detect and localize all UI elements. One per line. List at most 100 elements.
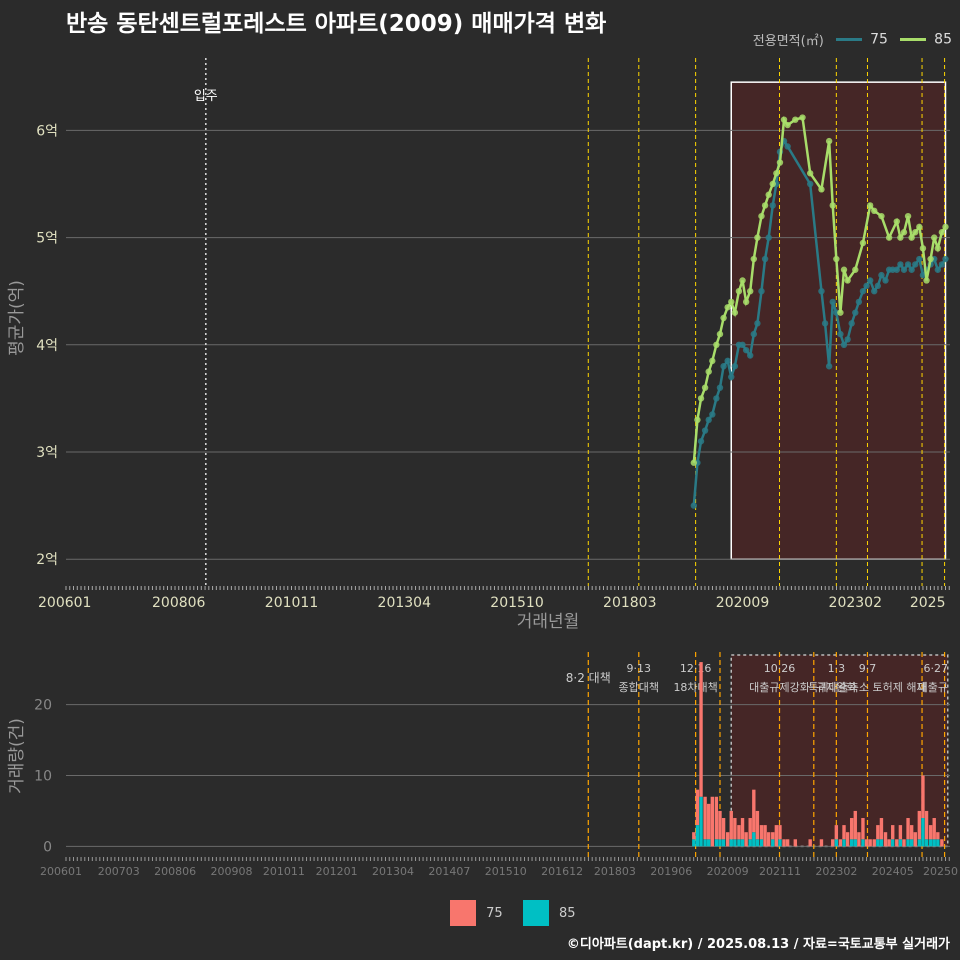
data-point-75 <box>701 427 709 434</box>
data-point-85 <box>897 234 904 241</box>
x-tick-label-volume: 201407 <box>428 865 470 878</box>
data-point-85 <box>720 314 727 322</box>
data-point-75 <box>840 341 848 348</box>
bar-75 <box>718 810 722 840</box>
bar-85 <box>699 796 703 847</box>
source-caption: ©디아파트(dapt.kr) / 2025.08.13 / 자료=국토교통부 실… <box>566 937 950 952</box>
policy-label-date: 9·13 <box>627 662 652 675</box>
bar-85 <box>718 839 722 847</box>
bar-legend-swatch-75 <box>450 900 476 926</box>
policy-label-name: 특례대출축소 토허제 해제 <box>808 680 926 694</box>
data-point-85 <box>829 202 836 209</box>
data-point-85 <box>840 266 848 273</box>
bar-85 <box>759 839 764 847</box>
y-tick-label: 5억 <box>36 231 58 247</box>
bar-75 <box>785 839 790 847</box>
data-point-75 <box>844 336 851 343</box>
bar-75 <box>766 832 771 847</box>
y-tick-label-volume: 0 <box>43 839 52 855</box>
bar-75 <box>921 775 925 819</box>
bar-85 <box>692 839 696 847</box>
bar-75 <box>879 818 884 840</box>
bar-85 <box>729 839 733 847</box>
bar-75 <box>763 825 767 847</box>
data-point-85 <box>728 298 735 306</box>
bar-75 <box>782 839 786 847</box>
data-point-85 <box>912 229 919 236</box>
data-point-75 <box>713 395 720 402</box>
bar-75 <box>898 825 903 840</box>
bar-85 <box>733 839 737 847</box>
data-point-85 <box>825 137 833 145</box>
x-tick-label-volume: 200601 <box>40 865 82 878</box>
data-point-85 <box>709 357 716 365</box>
data-point-85 <box>754 234 761 241</box>
data-point-85 <box>904 212 912 220</box>
x-tick-label-volume: 200806 <box>154 865 196 878</box>
policy-label-date: 9·7 <box>859 662 877 675</box>
bar-75 <box>755 810 760 840</box>
bar-85 <box>695 825 700 847</box>
bar-75 <box>737 825 741 840</box>
y-tick-label: 2억 <box>36 552 58 568</box>
policy-label-name: 종합대책 <box>619 681 659 694</box>
data-point-85 <box>927 255 934 263</box>
price-chart: 2억 3억 4억 5억 6억 200601 200806 201011 201304 201510… <box>7 58 950 632</box>
y-tick-label: 4억 <box>36 338 58 354</box>
bar-75 <box>695 789 700 826</box>
bar-75 <box>752 789 756 833</box>
data-point-75 <box>863 282 870 290</box>
bar-75 <box>842 825 846 840</box>
bar-85 <box>917 839 922 847</box>
data-point-75 <box>942 255 949 263</box>
data-point-75 <box>806 180 814 188</box>
bar-85 <box>936 839 940 847</box>
data-point-85 <box>724 304 731 311</box>
y-axis-label-volume: 거래량(건) <box>7 718 27 794</box>
data-point-75 <box>758 288 765 295</box>
data-point-85 <box>750 255 758 263</box>
bar-85 <box>740 839 745 847</box>
bar-85 <box>755 839 760 847</box>
data-point-85 <box>942 223 949 231</box>
bar-85 <box>928 839 933 847</box>
data-point-85 <box>923 277 930 284</box>
data-point-75 <box>893 266 900 273</box>
data-point-85 <box>761 202 769 209</box>
bar-75 <box>714 796 719 840</box>
data-point-85 <box>806 170 814 177</box>
data-point-85 <box>916 223 923 231</box>
bar-75 <box>868 839 872 847</box>
data-point-85 <box>765 191 772 198</box>
bar-75 <box>819 839 824 847</box>
bar-85 <box>924 839 929 847</box>
data-point-85 <box>780 116 788 123</box>
bar-75 <box>740 818 745 840</box>
legend-area: 전용면적(㎡) 75 85 <box>753 30 952 50</box>
bar-85 <box>842 839 846 847</box>
data-point-85 <box>931 234 938 241</box>
x-tick-label-volume: 200703 <box>98 865 140 878</box>
data-point-85 <box>792 116 799 123</box>
data-point-75 <box>754 320 761 327</box>
policy-label-name: 대출규제강화 <box>749 681 810 694</box>
bar-75 <box>759 825 764 840</box>
bar-85 <box>921 818 925 847</box>
data-point-75 <box>852 309 859 316</box>
data-point-85 <box>871 207 878 214</box>
x-tick-label: 201011 <box>265 595 318 611</box>
bar-85 <box>879 839 884 847</box>
policy-label-date: 6·27 <box>924 662 949 675</box>
bar-legend: 75 85 <box>450 900 592 926</box>
x-tick-label: 2025 <box>910 595 946 611</box>
bar-75 <box>891 825 895 840</box>
x-tick-label: 202302 <box>829 595 882 611</box>
bar-85 <box>737 839 741 847</box>
bar-75 <box>729 810 733 840</box>
x-tick-label-volume: 202302 <box>815 865 857 878</box>
data-point-85 <box>893 218 900 225</box>
bar-75 <box>838 839 843 847</box>
bar-75 <box>831 839 835 847</box>
data-point-75 <box>705 416 712 424</box>
data-point-75 <box>882 277 889 284</box>
